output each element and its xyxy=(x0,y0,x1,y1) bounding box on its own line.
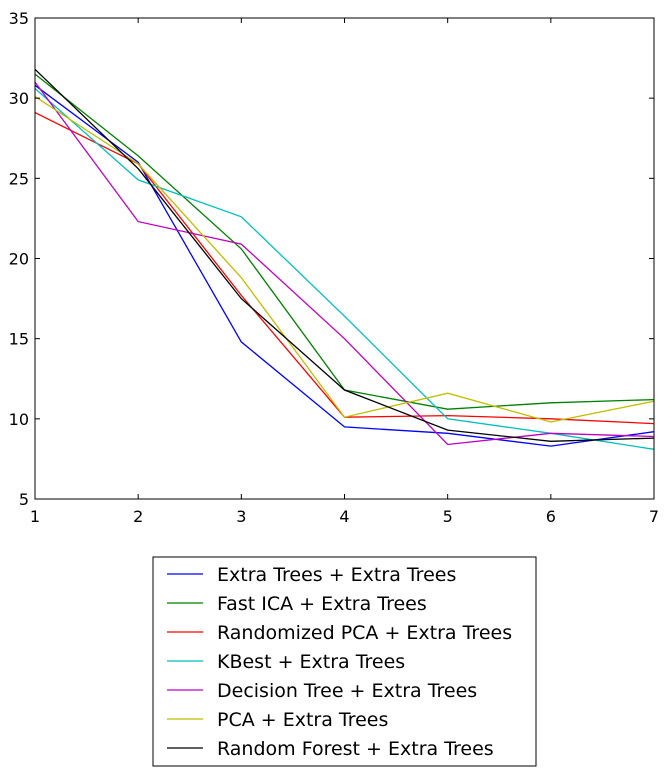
legend-label-6: PCA + Extra Trees xyxy=(217,709,388,731)
series-line-7 xyxy=(34,68,655,442)
legend-label-4: KBest + Extra Trees xyxy=(217,651,405,673)
legend-label-3: Randomized PCA + Extra Trees xyxy=(217,622,512,644)
x-tick-label: 5 xyxy=(443,507,453,526)
x-tick-label: 7 xyxy=(649,507,659,526)
x-tick-label: 3 xyxy=(236,507,246,526)
x-tick-label: 4 xyxy=(339,507,349,526)
series-line-6 xyxy=(34,96,655,423)
y-tick-label: 30 xyxy=(9,89,29,108)
x-tick-label: 1 xyxy=(30,507,40,526)
legend-label-7: Random Forest + Extra Trees xyxy=(217,738,494,760)
legend-label-2: Fast ICA + Extra Trees xyxy=(217,593,427,615)
y-tick-label: 20 xyxy=(9,250,29,269)
y-tick-label: 25 xyxy=(9,169,29,188)
y-tick-label: 5 xyxy=(19,490,29,509)
legend-label-5: Decision Tree + Extra Trees xyxy=(217,680,477,702)
legend-label-1: Extra Trees + Extra Trees xyxy=(217,564,456,586)
legend: Extra Trees + Extra Trees Fast ICA + Extr… xyxy=(152,556,537,767)
series-line-1 xyxy=(34,84,655,447)
series-line-2 xyxy=(34,73,655,410)
series-line-4 xyxy=(34,88,655,450)
legend-box xyxy=(152,556,537,767)
y-tick-label: 10 xyxy=(9,410,29,429)
x-tick-label: 2 xyxy=(133,507,143,526)
x-tick-label: 6 xyxy=(546,507,556,526)
y-tick-label: 15 xyxy=(9,330,29,349)
axes: 1 2 3 4 5 6 7 5 10 15 20 25 30 35 xyxy=(9,9,659,526)
series-line-5 xyxy=(34,81,655,446)
y-tick-label: 35 xyxy=(9,9,29,28)
plot-area xyxy=(34,68,655,450)
